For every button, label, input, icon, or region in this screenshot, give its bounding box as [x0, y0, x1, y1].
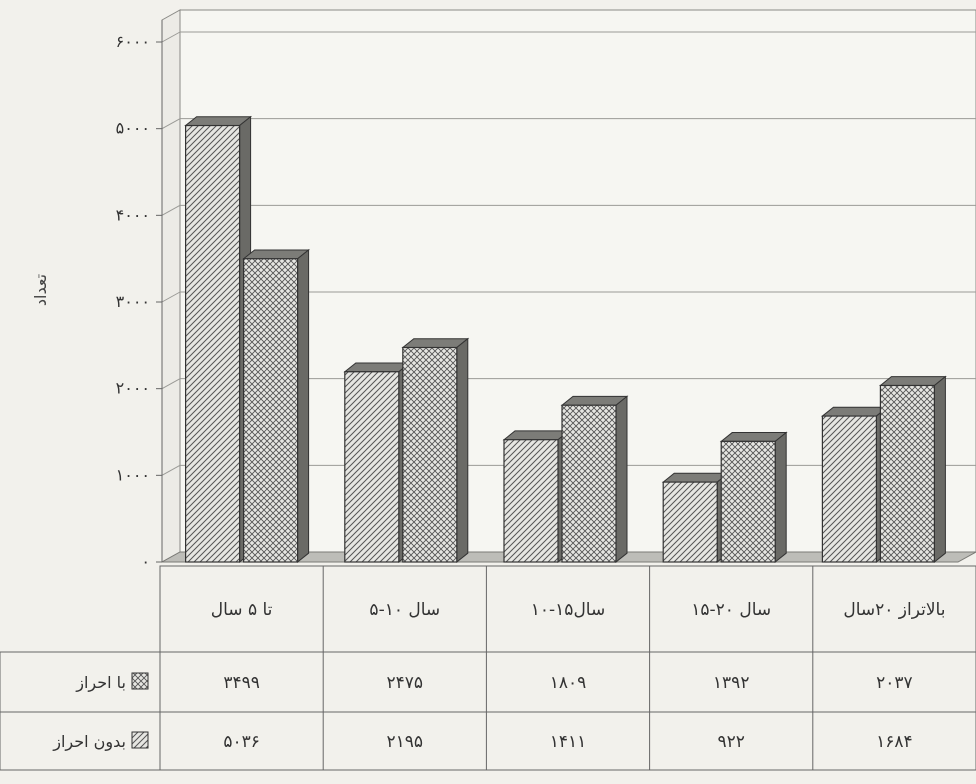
bar-group [878, 375, 947, 564]
bar-side [615, 395, 628, 564]
gridline-side [161, 291, 181, 303]
bar-group [560, 395, 629, 564]
category-label: سال ۲۰-۱۵ [691, 600, 771, 620]
data-label: ۹۲۲ [717, 732, 744, 752]
bar-bedoon-ehraz [503, 439, 559, 563]
bar-bedoon-ehraz [821, 415, 878, 563]
bar-group [184, 115, 253, 564]
data-label: ۱۶۸۴ [876, 732, 913, 752]
bar-group [242, 248, 311, 564]
bar-side [774, 431, 787, 564]
gridline-side [161, 118, 181, 130]
gridline-side [161, 378, 181, 390]
y-tick-label: ۲۰۰۰ [116, 379, 150, 398]
bar-side [933, 375, 946, 564]
category-label: سال ۱۰-۵ [369, 600, 440, 620]
bar-ba-ehraz [720, 440, 776, 563]
gridline-side [161, 204, 181, 216]
y-tick-label: ۴۰۰۰ [116, 205, 150, 224]
bar-bedoon-ehraz [185, 124, 241, 563]
bar-ba-ehraz [561, 404, 617, 563]
gridline-side [161, 31, 181, 43]
side-wall [161, 9, 181, 563]
bar-group [401, 337, 470, 564]
legend-key [131, 731, 149, 749]
y-tick-label: ۰ [141, 552, 150, 571]
data-label: ۲۱۹۵ [387, 732, 424, 752]
data-label: ۱۸۰۹ [550, 673, 587, 693]
bar-group [661, 472, 730, 564]
bar-bedoon-ehraz [662, 481, 718, 563]
bar-ba-ehraz [243, 258, 299, 563]
y-tick-label: ۵۰۰۰ [116, 119, 150, 138]
category-label: بالاتراز ۲۰سال [843, 600, 945, 620]
y-axis-label: تعداد [31, 274, 50, 306]
category-label: سال۱۵-۱۰ [531, 600, 605, 620]
data-label: ۵۰۳۶ [223, 732, 260, 752]
category-label: تا ۵ سال [211, 600, 273, 620]
bar-ba-ehraz [402, 346, 458, 563]
plot-area: ۰ ۱۰۰۰ ۲۰۰۰ ۳۰۰۰ ۴۰۰۰ ۵۰۰۰ ۶۰۰۰ تعداد [31, 9, 976, 571]
table-body [0, 651, 976, 771]
bar-side [297, 248, 310, 564]
data-label: ۱۳۹۲ [713, 673, 750, 693]
gridline-side [161, 464, 181, 476]
series-label: با احراز [75, 673, 126, 693]
y-tick-label: ۳۰۰۰ [116, 292, 150, 311]
bar-group [502, 429, 571, 564]
bar-bedoon-ehraz [344, 371, 400, 563]
data-table: تا ۵ سال سال ۱۰-۵ سال۱۵-۱۰ سال ۲۰-۱۵ بالاترا… [0, 565, 976, 771]
bar-side [456, 337, 469, 564]
data-label: ۲۰۳۷ [876, 673, 913, 693]
bar-group [820, 406, 889, 564]
bar-ba-ehraz [879, 384, 936, 563]
y-tick-label: ۶۰۰۰ [116, 32, 150, 51]
data-label: ۱۴۱۱ [550, 732, 587, 752]
data-label: ۳۴۹۹ [223, 673, 260, 693]
bar-group [343, 361, 412, 564]
bar-group [719, 431, 788, 564]
y-tick-label: ۱۰۰۰ [116, 465, 150, 484]
data-label: ۲۴۷۵ [387, 673, 424, 693]
legend-key [131, 672, 149, 690]
series-label: بدون احراز [52, 732, 126, 752]
